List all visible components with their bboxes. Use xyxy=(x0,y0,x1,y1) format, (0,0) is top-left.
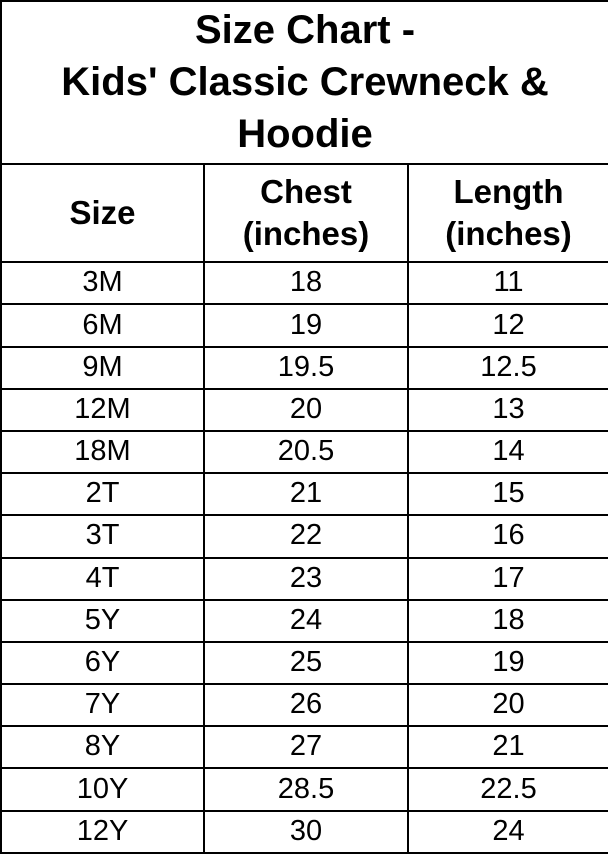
column-header-length: Length (inches) xyxy=(406,162,608,264)
table-row: 12Y 30 24 xyxy=(0,809,608,854)
size-cell: 3M xyxy=(0,261,205,306)
size-cell: 8Y xyxy=(0,725,205,770)
table-row: 5Y 24 18 xyxy=(0,598,608,643)
length-cell: 15 xyxy=(406,472,608,517)
table-row: 9M 19.5 12.5 xyxy=(0,345,608,390)
table-row: 3T 22 16 xyxy=(0,514,608,559)
size-cell: 9M xyxy=(0,345,205,390)
table-row: 4T 23 17 xyxy=(0,556,608,601)
table-row: 6Y 25 19 xyxy=(0,640,608,686)
chest-cell: 26 xyxy=(203,683,409,728)
chest-cell: 24 xyxy=(203,598,409,643)
size-cell: 3T xyxy=(0,514,205,559)
length-cell: 12.5 xyxy=(406,345,608,390)
chest-cell: 22 xyxy=(203,514,409,559)
length-cell: 20 xyxy=(406,683,608,728)
column-header-chest: Chest (inches) xyxy=(203,162,409,264)
length-cell: 12 xyxy=(406,303,608,348)
chest-cell: 21 xyxy=(203,472,409,517)
size-cell: 12Y xyxy=(0,809,205,854)
length-cell: 11 xyxy=(406,261,608,306)
size-cell: 18M xyxy=(0,429,205,475)
chest-cell: 30 xyxy=(203,809,409,854)
header-row: Size Chest (inches) Length (inches) xyxy=(0,162,608,264)
table-row: 7Y 26 20 xyxy=(0,683,608,728)
length-cell: 17 xyxy=(406,556,608,601)
table-row: 3M 18 11 xyxy=(0,261,608,306)
size-cell: 12M xyxy=(0,387,205,432)
chest-cell: 27 xyxy=(203,725,409,770)
chest-cell: 20.5 xyxy=(203,429,409,475)
size-cell: 2T xyxy=(0,472,205,517)
length-cell: 16 xyxy=(406,514,608,559)
size-cell: 7Y xyxy=(0,683,205,728)
length-cell: 21 xyxy=(406,725,608,770)
chest-cell: 18 xyxy=(203,261,409,306)
size-cell: 10Y xyxy=(0,767,205,812)
chest-cell: 19.5 xyxy=(203,345,409,390)
length-cell: 24 xyxy=(406,809,608,854)
length-cell: 18 xyxy=(406,598,608,643)
table-row: 6M 19 12 xyxy=(0,303,608,348)
chest-cell: 23 xyxy=(203,556,409,601)
length-cell: 22.5 xyxy=(406,767,608,812)
chart-title: Size Chart - Kids' Classic Crewneck & Ho… xyxy=(0,0,608,165)
size-cell: 6Y xyxy=(0,640,205,686)
table-row: 2T 21 15 xyxy=(0,472,608,517)
table-row: 18M 20.5 14 xyxy=(0,429,608,475)
chest-cell: 28.5 xyxy=(203,767,409,812)
table-row: 12M 20 13 xyxy=(0,387,608,432)
table-row: 8Y 27 21 xyxy=(0,725,608,770)
size-cell: 4T xyxy=(0,556,205,601)
size-cell: 5Y xyxy=(0,598,205,643)
chest-cell: 20 xyxy=(203,387,409,432)
length-cell: 19 xyxy=(406,640,608,686)
length-cell: 13 xyxy=(406,387,608,432)
column-header-size: Size xyxy=(0,162,205,264)
length-cell: 14 xyxy=(406,429,608,475)
chest-cell: 19 xyxy=(203,303,409,348)
table-row: 10Y 28.5 22.5 xyxy=(0,767,608,812)
size-cell: 6M xyxy=(0,303,205,348)
title-row: Size Chart - Kids' Classic Crewneck & Ho… xyxy=(0,0,608,165)
chest-cell: 25 xyxy=(203,640,409,686)
